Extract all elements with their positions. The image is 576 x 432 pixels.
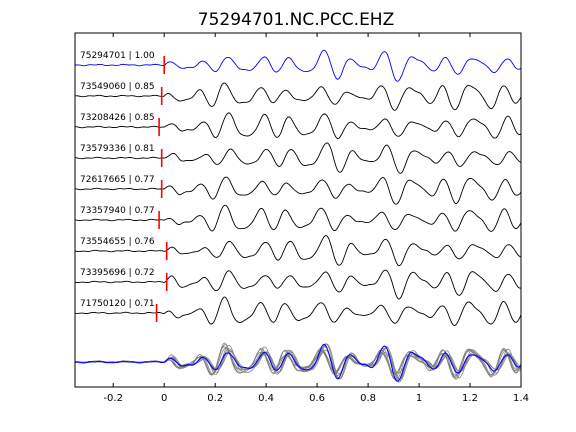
trace-73554655: [74, 235, 522, 267]
trace-75294701: [74, 49, 522, 82]
trace-label-73208426: 73208426 | 0.85: [80, 113, 155, 123]
trace-label-72617665: 72617665 | 0.77: [80, 175, 155, 185]
x-tick-label: 0.8: [360, 393, 376, 404]
trace-label-73579336: 73579336 | 0.81: [80, 144, 155, 154]
trace-71750120: [74, 296, 522, 326]
x-tick-label: 0: [161, 393, 167, 404]
trace-label-73549060: 73549060 | 0.85: [80, 82, 155, 92]
pick-markers: [155, 56, 168, 322]
chart-title: 75294701.NC.PCC.EHZ: [198, 10, 395, 30]
overlay-trace-master: [74, 343, 522, 382]
x-tick-label: 0.6: [309, 393, 325, 404]
trace-labels: 75294701 | 1.00 73549060 | 0.85 73208426 |…: [80, 51, 155, 309]
x-tick-label: 0.4: [258, 393, 274, 404]
trace-label-73554655: 73554655 | 0.76: [80, 237, 155, 247]
trace-73208426: [75, 112, 522, 140]
trace-stack: [74, 49, 522, 326]
x-tick-label: -0.2: [103, 393, 123, 404]
trace-73579336: [74, 142, 522, 174]
trace-73395696: [74, 269, 522, 300]
trace-label-73357940: 73357940 | 0.77: [80, 206, 155, 216]
x-tick-label: 0.2: [207, 393, 223, 404]
trace-label-71750120: 71750120 | 0.71: [80, 299, 155, 309]
trace-73357940: [74, 204, 522, 232]
axes-frame: [74, 32, 522, 388]
overlay-stack: [74, 342, 522, 383]
x-tick-label: 1.4: [513, 393, 529, 404]
x-tick-label: 1.2: [462, 393, 478, 404]
x-tick-label: 1: [416, 393, 422, 404]
trace-label-75294701: 75294701 | 1.00: [80, 51, 155, 61]
trace-73549060: [74, 82, 522, 111]
trace-72617665: [74, 176, 522, 205]
trace-label-73395696: 73395696 | 0.72: [80, 268, 155, 278]
x-axis: -0.2 0 0.2 0.4 0.6 0.8 1 1.2 1.4: [103, 33, 529, 404]
